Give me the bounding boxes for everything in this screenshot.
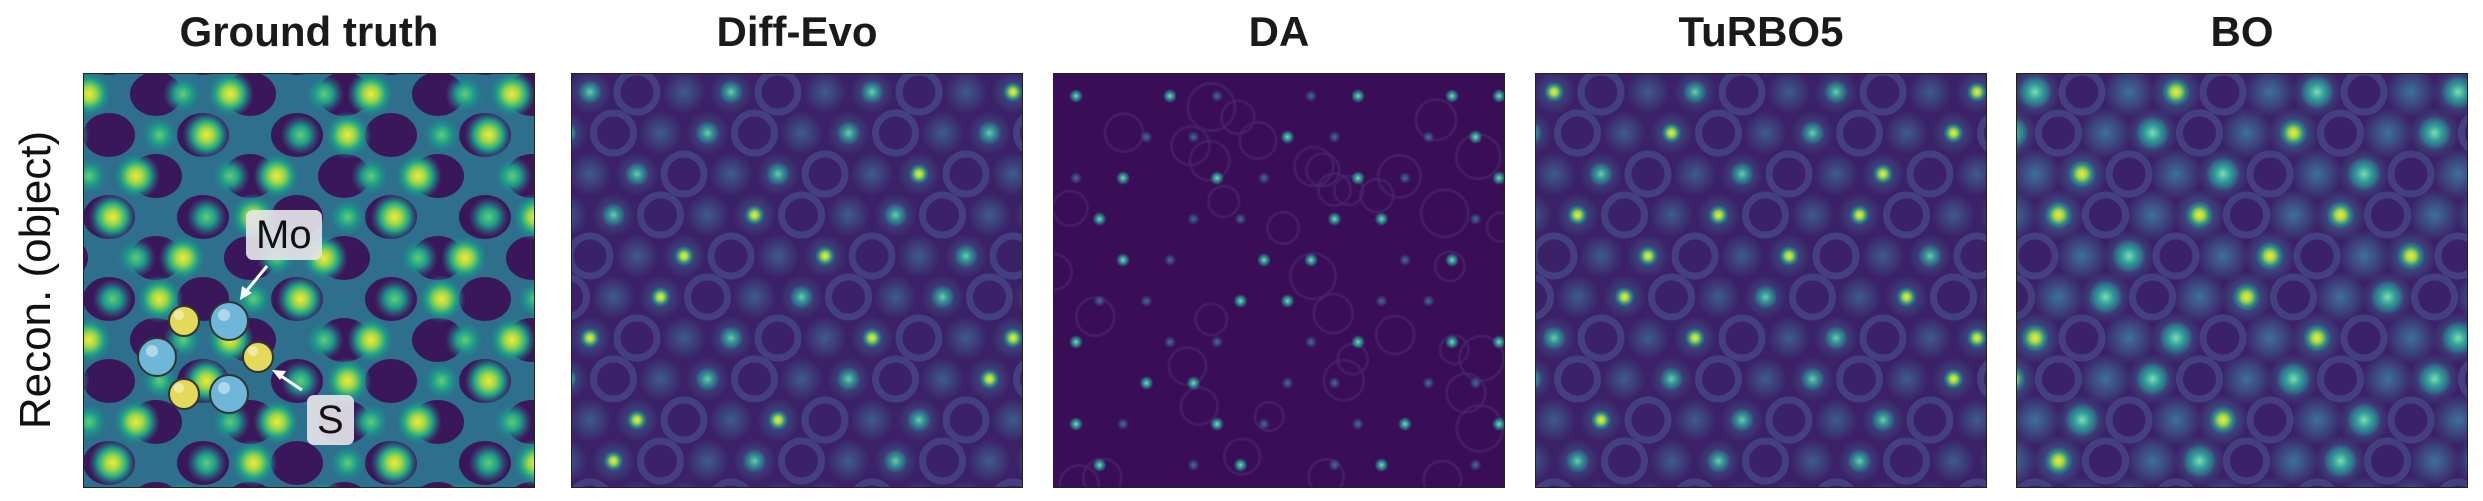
mo-arrow xyxy=(242,265,269,295)
lattice-image xyxy=(1536,74,1986,487)
s-atom xyxy=(242,341,274,373)
reconstruction-image-da xyxy=(1053,73,1505,488)
panel-title: BO xyxy=(2210,8,2274,55)
panel-da: DA xyxy=(1053,0,1505,501)
panel-title: DA xyxy=(1248,8,1310,55)
panel-title: Diff-Evo xyxy=(716,8,878,55)
row-label: Recon. (object) xyxy=(8,75,64,485)
lattice-image xyxy=(1054,74,1504,487)
reconstruction-image-bo xyxy=(2016,73,2468,488)
mo-atom xyxy=(209,374,249,414)
s-label: S xyxy=(307,395,354,445)
mo-label: Mo xyxy=(246,210,322,260)
reconstruction-image-ground-truth xyxy=(83,73,535,488)
row-label-text: Recon. (object) xyxy=(11,130,61,430)
panel-turbo5: TuRBO5 xyxy=(1535,0,1987,501)
panel-title: TuRBO5 xyxy=(1678,8,1844,55)
panel-bo: BO xyxy=(2016,0,2468,501)
panel-title: Ground truth xyxy=(179,8,439,55)
panel-diff-evo: Diff-Evo xyxy=(571,0,1023,501)
reconstruction-image-diff-evo xyxy=(571,73,1023,488)
mo-atom xyxy=(137,337,177,377)
lattice-image xyxy=(572,74,1022,487)
s-atom xyxy=(168,378,200,410)
mo-atom xyxy=(209,301,249,341)
panel-ground-truth: Ground truth Mo S xyxy=(83,0,535,501)
lattice-image xyxy=(84,74,534,487)
s-atom xyxy=(168,305,200,337)
lattice-image xyxy=(2017,74,2467,487)
reconstruction-image-turbo5 xyxy=(1535,73,1987,488)
